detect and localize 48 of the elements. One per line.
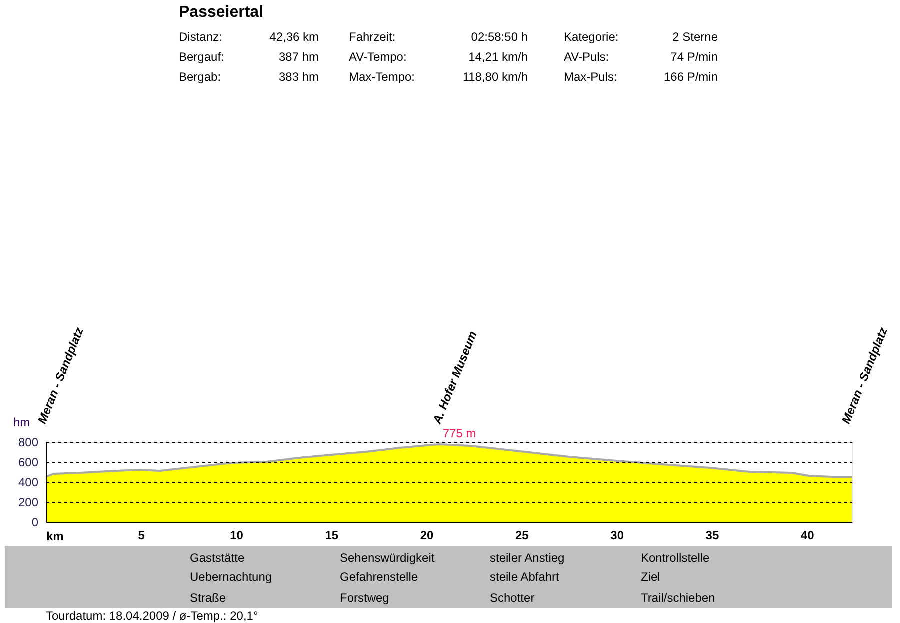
text: AV-Puls: <box>564 50 610 64</box>
text: 74 P/min <box>670 50 718 64</box>
text: Bergab: <box>179 70 222 84</box>
text: steile Abfahrt <box>490 570 560 584</box>
text: Distanz: <box>179 30 222 44</box>
text: Trail/schieben <box>641 591 716 605</box>
x-tick-label: 30 <box>610 528 624 542</box>
chart-title: Passeiertal <box>179 4 264 21</box>
text: Schotter <box>490 591 535 605</box>
y-tick-label: 200 <box>18 496 39 510</box>
x-tick-label: 15 <box>325 528 339 542</box>
text: Straße <box>190 591 226 605</box>
text: Forstweg <box>340 591 390 605</box>
text: 14,21 km/h <box>468 50 528 64</box>
x-tick-label: 40 <box>800 528 815 542</box>
text: AV-Tempo: <box>349 50 407 64</box>
annotation: 775 m <box>442 426 476 440</box>
text: 02:58:50 h <box>471 30 528 44</box>
x-tick-label: 5 <box>138 528 146 542</box>
x-tick-label: 25 <box>516 528 530 542</box>
text: Bergauf: <box>179 50 224 64</box>
text: Uebernachtung <box>190 570 272 584</box>
text: Kontrollstelle <box>641 551 710 565</box>
text: 42,36 km <box>270 30 320 44</box>
text: Gaststätte <box>190 551 246 565</box>
x-tick-label: 20 <box>420 528 434 542</box>
text: Ziel <box>641 570 660 584</box>
text: Fahrzeit: <box>349 30 396 44</box>
y-tick-label: 800 <box>18 436 39 450</box>
y-axis-title: hm <box>14 416 30 430</box>
text: 166 P/min <box>664 70 718 84</box>
x-tick-label: 35 <box>706 528 720 542</box>
x-tick-label: 10 <box>230 528 244 542</box>
text: Max-Puls: <box>564 70 618 84</box>
text: 2 Sterne <box>672 30 718 44</box>
text: Kategorie: <box>564 30 619 44</box>
y-tick-label: 0 <box>32 516 39 530</box>
text: 387 hm <box>278 50 319 64</box>
x-axis-title: km <box>46 530 64 544</box>
text: 118,80 km/h <box>462 70 528 84</box>
y-tick-label: 400 <box>18 476 39 490</box>
text: Tourdatum: 18.04.2009 / ø-Temp.: 20,1° <box>46 609 258 623</box>
text: 383 hm <box>278 70 319 84</box>
text: Max-Tempo: <box>349 70 416 84</box>
text: Sehenswürdigkeit <box>340 551 436 565</box>
text: steiler Anstieg <box>490 551 565 565</box>
text: Gefahrenstelle <box>340 570 418 584</box>
y-tick-label: 600 <box>18 456 39 470</box>
